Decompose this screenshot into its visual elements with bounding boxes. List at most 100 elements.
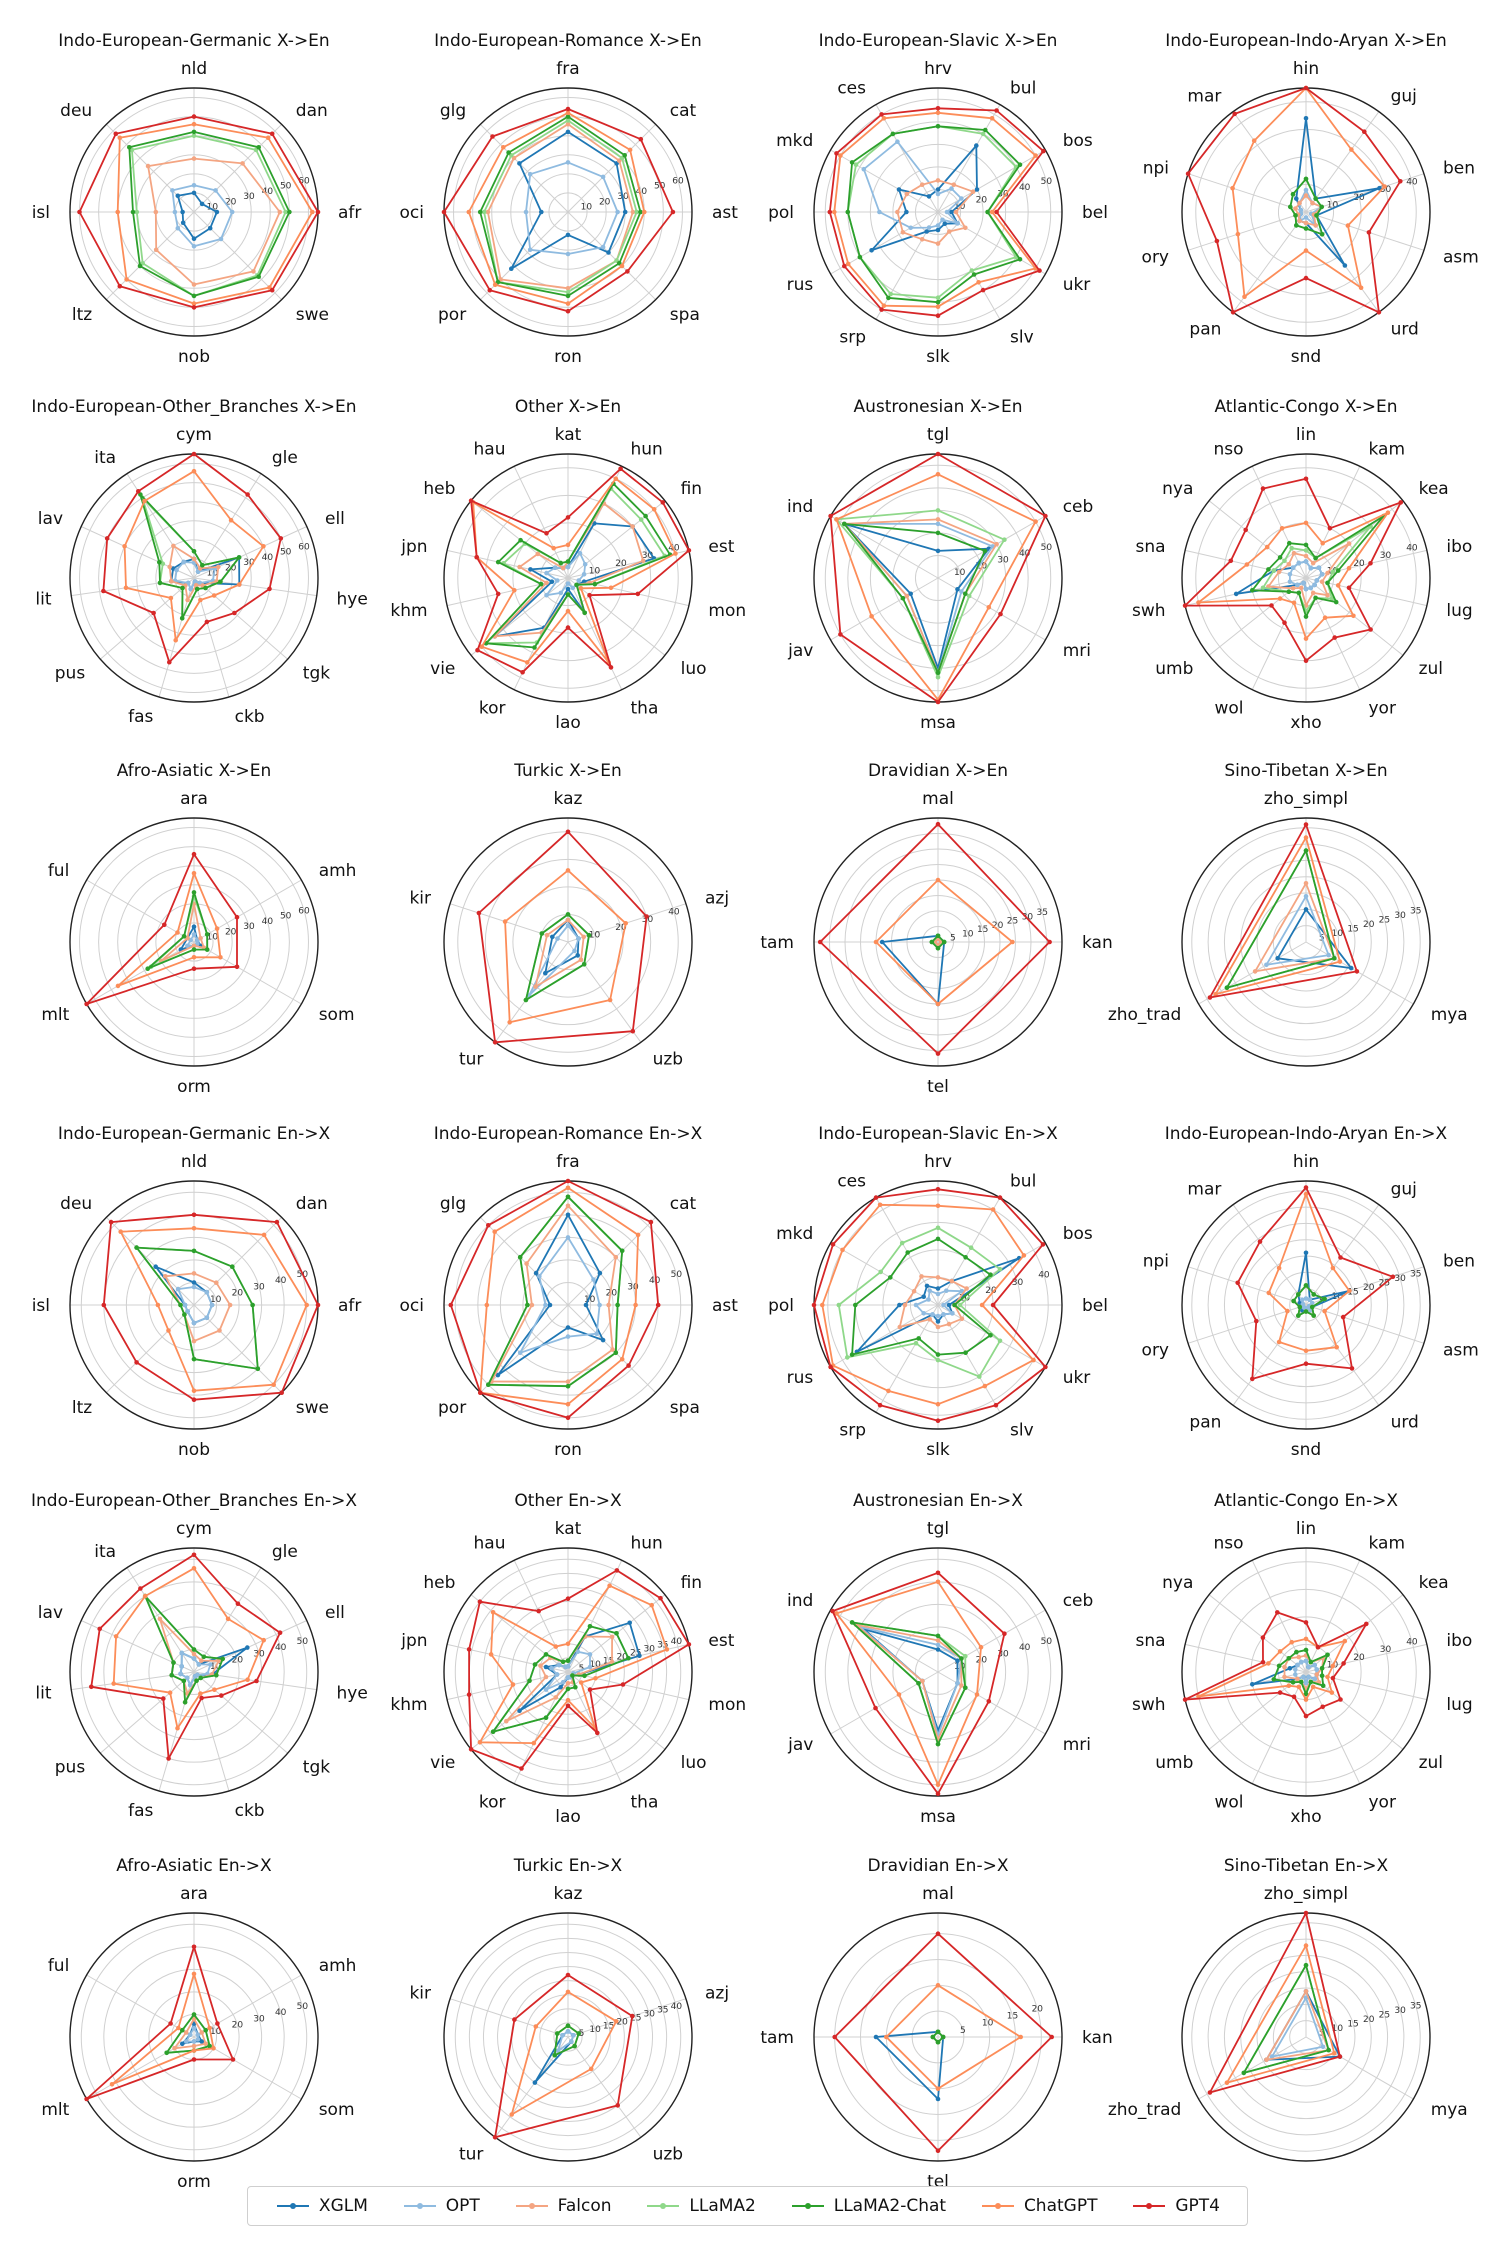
data-point bbox=[1033, 153, 1038, 158]
data-point bbox=[648, 1219, 654, 1225]
data-point bbox=[1309, 1300, 1315, 1306]
data-point bbox=[191, 190, 197, 196]
data-point bbox=[1299, 1297, 1305, 1302]
data-point bbox=[895, 209, 900, 215]
series-line bbox=[525, 913, 590, 1001]
data-point bbox=[115, 983, 121, 989]
data-point bbox=[886, 295, 891, 301]
data-point bbox=[122, 544, 127, 549]
series-opt bbox=[1264, 894, 1331, 968]
data-point bbox=[466, 1647, 472, 1652]
data-point bbox=[509, 2112, 514, 2117]
data-point bbox=[207, 225, 213, 231]
chart-title: Austronesian En->X bbox=[853, 1491, 1023, 1511]
legend-swatch bbox=[403, 2203, 436, 2209]
category-label: lug bbox=[1446, 1695, 1472, 1715]
outer-frame bbox=[1181, 1180, 1431, 1430]
data-point bbox=[209, 1302, 215, 1308]
data-point bbox=[1043, 513, 1048, 519]
data-point bbox=[1332, 956, 1337, 961]
data-point bbox=[181, 559, 186, 565]
category-label: swh bbox=[1132, 601, 1166, 621]
data-point bbox=[153, 1264, 158, 1269]
data-point bbox=[191, 932, 197, 937]
data-point bbox=[935, 2086, 941, 2091]
data-point bbox=[265, 135, 271, 141]
data-point bbox=[113, 1634, 119, 1639]
grid-spoke bbox=[875, 104, 939, 213]
data-point bbox=[627, 1620, 632, 1626]
category-label: mri bbox=[1063, 1735, 1091, 1755]
data-point bbox=[935, 1647, 941, 1652]
data-point bbox=[565, 2029, 571, 2034]
data-point bbox=[935, 1931, 941, 1936]
radial-tick-label: 30 bbox=[253, 1649, 265, 1659]
chart-title: Indo-European-Romance En->X bbox=[434, 1124, 703, 1144]
data-point bbox=[832, 209, 837, 215]
data-point bbox=[935, 223, 941, 228]
data-point bbox=[1303, 1636, 1309, 1642]
series-llama2-chat bbox=[930, 2029, 946, 2045]
data-point bbox=[167, 564, 172, 570]
data-point bbox=[277, 209, 283, 215]
series-llama2-chat bbox=[552, 2023, 581, 2058]
category-label: tam bbox=[760, 2028, 794, 2048]
data-point bbox=[895, 139, 900, 144]
radial-tick-label: 20 bbox=[976, 1656, 988, 1666]
outer-frame bbox=[443, 1547, 693, 1797]
data-point bbox=[191, 468, 197, 474]
data-point bbox=[218, 579, 223, 585]
data-point bbox=[849, 160, 855, 165]
data-point bbox=[582, 1673, 587, 1679]
data-point bbox=[935, 1203, 941, 1209]
category-label: mar bbox=[1187, 1180, 1221, 1200]
data-point bbox=[468, 498, 474, 504]
data-point bbox=[963, 1255, 968, 1260]
radial-tick-label: 40 bbox=[275, 1643, 287, 1653]
data-point bbox=[555, 2048, 561, 2053]
category-label: npi bbox=[1143, 1252, 1169, 1272]
data-point bbox=[203, 585, 208, 591]
category-label: por bbox=[438, 1398, 466, 1418]
data-point bbox=[594, 1331, 599, 1336]
data-point bbox=[935, 530, 941, 536]
category-label: khm bbox=[390, 601, 427, 621]
series-line bbox=[1226, 1944, 1336, 2084]
data-point bbox=[1330, 569, 1336, 575]
category-label: orm bbox=[177, 2172, 211, 2192]
series-llama2-chat bbox=[849, 1236, 993, 1357]
category-label: fin bbox=[681, 479, 702, 499]
data-point bbox=[191, 1656, 197, 1661]
series-llama2-chat bbox=[1291, 1283, 1327, 1318]
category-label: kat bbox=[555, 425, 582, 445]
outer-frame bbox=[1181, 1547, 1431, 1797]
series-falcon bbox=[895, 178, 976, 246]
radial-tick-label: 25 bbox=[1379, 2010, 1390, 2020]
data-point bbox=[520, 670, 525, 675]
category-label: tgk bbox=[303, 663, 330, 683]
data-point bbox=[109, 2082, 115, 2087]
category-label: hau bbox=[474, 439, 506, 459]
radar-chart-indo-european-germanic-en-x: 1020304050nlddanafrswenobltzisldeuIndo-E… bbox=[32, 1124, 362, 1460]
data-point bbox=[572, 2043, 577, 2049]
data-point bbox=[1252, 969, 1258, 974]
data-point bbox=[1264, 962, 1269, 968]
data-point bbox=[1319, 1673, 1325, 1678]
data-point bbox=[274, 1219, 280, 1225]
data-point bbox=[618, 466, 623, 472]
data-point bbox=[1346, 585, 1352, 591]
series-gpt4 bbox=[101, 451, 284, 665]
series-line bbox=[1254, 882, 1336, 973]
radar-chart-indo-european-slavic-x-en: 1020304050hrvbulbosbelukrslvslksrpruspol… bbox=[768, 31, 1108, 367]
category-label: nya bbox=[1162, 479, 1193, 499]
data-point bbox=[1313, 595, 1318, 601]
series-chatgpt bbox=[509, 1989, 619, 2117]
data-point bbox=[477, 209, 483, 215]
category-label: azj bbox=[705, 1984, 729, 2004]
category-label: ell bbox=[325, 1603, 345, 1623]
series-llama2-chat bbox=[929, 933, 947, 951]
radar-chart-atlantic-congo-x-en: 10203040linkamkeaibolugzulyorxhowolumbsw… bbox=[1132, 397, 1473, 733]
data-point bbox=[1376, 310, 1382, 315]
radial-tick-label: 10 bbox=[589, 1660, 601, 1670]
data-point bbox=[136, 489, 141, 494]
